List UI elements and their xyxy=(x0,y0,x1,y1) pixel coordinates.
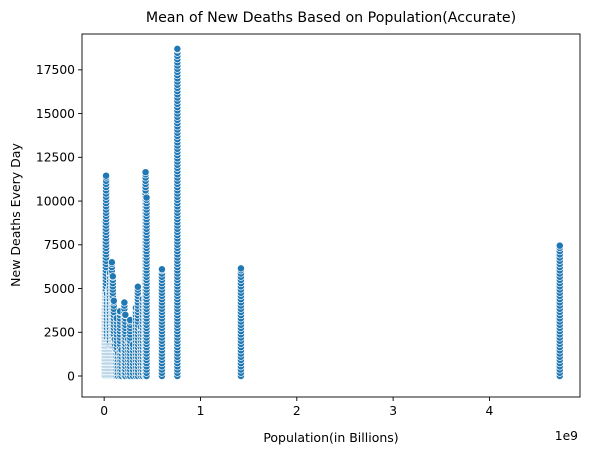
scatter-point xyxy=(121,310,130,319)
scatter-point xyxy=(236,264,245,273)
scatter-point xyxy=(133,282,142,291)
y-tick-label: 2500 xyxy=(44,326,75,340)
x-tick-label: 3 xyxy=(389,404,397,418)
scatter-point xyxy=(142,193,151,202)
scatter-point xyxy=(173,44,182,53)
chart-title: Mean of New Deaths Based on Population(A… xyxy=(146,10,516,26)
y-tick-label: 15000 xyxy=(36,107,75,121)
data-points xyxy=(100,44,564,380)
x-axis-label: Population(in Billions) xyxy=(263,430,398,445)
x-tick-label: 2 xyxy=(293,404,301,418)
scatter-point xyxy=(141,168,150,177)
y-tick-label: 0 xyxy=(67,369,75,383)
scatter-point xyxy=(555,241,564,250)
x-tick-label: 1 xyxy=(197,404,205,418)
x-tick-label: 4 xyxy=(486,404,494,418)
scatter-point xyxy=(109,296,118,305)
y-tick-label: 17500 xyxy=(36,63,75,77)
y-tick-label: 5000 xyxy=(44,282,75,296)
scatter-point xyxy=(108,272,117,281)
x-tick-label: 0 xyxy=(100,404,108,418)
x-axis-ticks: 0 1 2 3 4 xyxy=(100,397,494,418)
y-axis-ticks: 0 2500 5000 7500 10000 12500 15000 17500 xyxy=(36,63,82,383)
scatter-point xyxy=(157,265,166,274)
x-axis-offset-label: 1e9 xyxy=(555,429,578,443)
scatter-point xyxy=(107,258,116,267)
scatter-point xyxy=(102,171,111,180)
y-tick-label: 7500 xyxy=(44,238,75,252)
y-tick-label: 10000 xyxy=(36,194,75,208)
y-axis-label: New Deaths Every Day xyxy=(8,143,23,287)
scatter-point xyxy=(120,298,129,307)
plot-frame xyxy=(81,33,581,398)
y-tick-label: 12500 xyxy=(36,151,75,165)
